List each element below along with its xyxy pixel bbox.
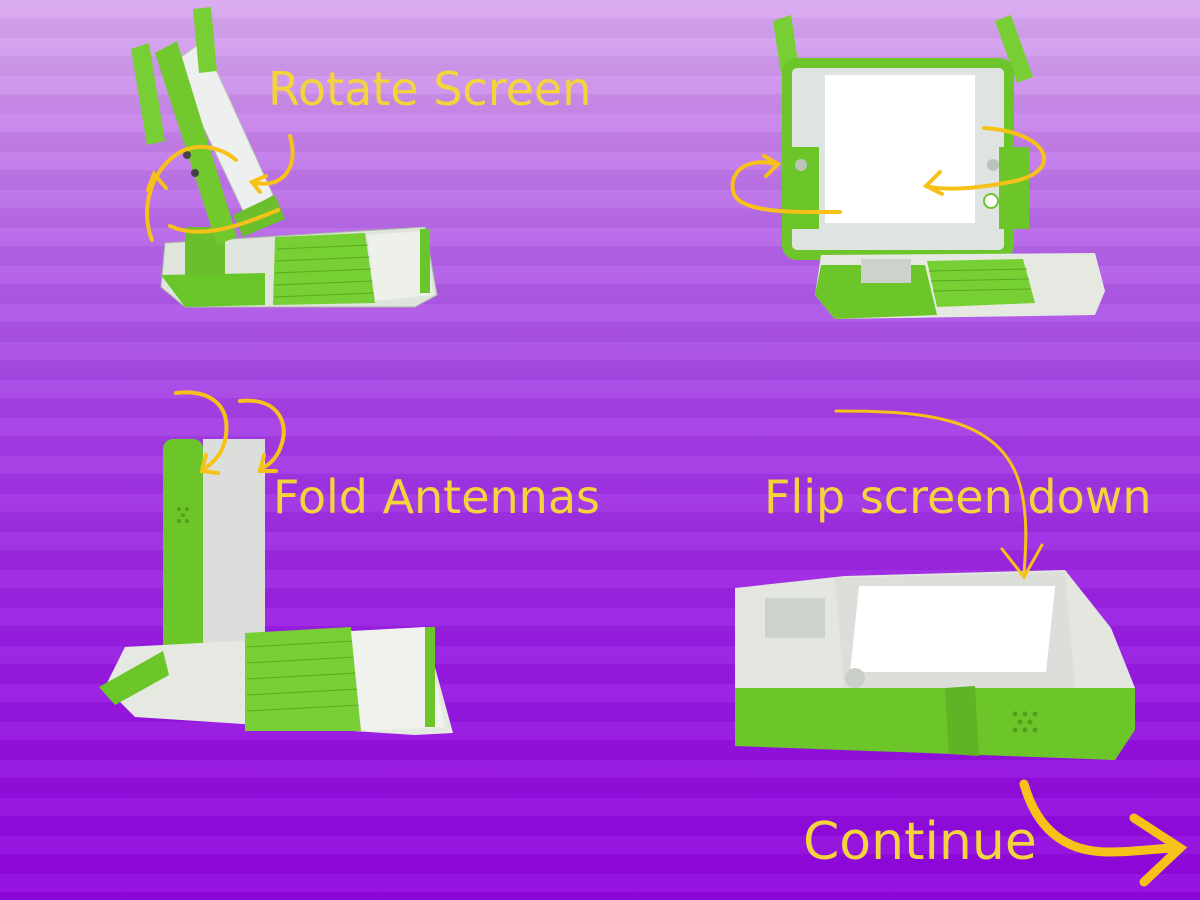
fold-antennas-label: Fold Antennas [273,470,600,524]
laptop-front-rotate-photo [765,15,1115,325]
flip-down-arrow-icon [830,405,1050,585]
rotate-screen-label: Rotate Screen [268,62,592,116]
flip-screen-down-label: Flip screen down [764,470,1152,524]
continue-arrow-icon[interactable] [1018,778,1190,890]
laptop-fold-antennas-photo [95,435,460,740]
rotate-around-arrow-icon [720,120,1060,220]
continue-button[interactable]: Continue [803,812,1037,872]
laptop-side-rotate-photo [125,5,455,320]
rotate-arrow-icon [140,130,300,250]
fold-arrow-icon [170,385,300,485]
laptop-flip-down-photo [735,568,1145,768]
